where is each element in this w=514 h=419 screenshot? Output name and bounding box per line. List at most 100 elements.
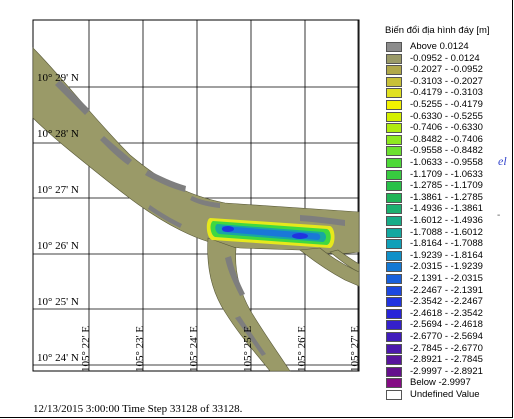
legend-swatch xyxy=(386,111,402,122)
legend-item: -1.4936 - -1.3861 xyxy=(386,203,506,215)
latitude-label: 10° 28' N xyxy=(37,128,79,140)
legend-label: -0.7406 - -0.6330 xyxy=(410,122,483,134)
latitude-label: 10° 27' N xyxy=(37,184,79,196)
legend-swatch xyxy=(386,65,402,76)
legend-item: Below -2.9997 xyxy=(386,377,506,389)
legend-swatch xyxy=(386,320,402,331)
legend-label: -1.3861 - -1.2785 xyxy=(410,191,483,203)
legend-item: -2.6770 - -2.5694 xyxy=(386,331,506,343)
legend-swatch xyxy=(386,169,402,180)
river-branch-southeast xyxy=(299,247,360,287)
legend-swatch xyxy=(386,100,402,110)
legend-item: -2.8921 - -2.7845 xyxy=(386,354,506,366)
legend-label: -0.9558 - -0.8482 xyxy=(410,145,483,157)
latitude-label: 10° 25' N xyxy=(37,296,79,308)
longitude-label: 105° 24' E xyxy=(188,325,200,372)
legend-item: -0.3103 - -0.2027 xyxy=(386,75,506,88)
legend-label: -2.8921 - -2.7845 xyxy=(410,354,483,366)
legend-label: -0.3103 - -0.2027 xyxy=(410,75,483,87)
legend-item: -1.3861 - -1.2785 xyxy=(386,191,506,204)
legend-item: -0.8482 - -0.7406 xyxy=(386,133,506,146)
legend-label: -0.0952 - 0.0124 xyxy=(410,52,480,64)
legend-label: -1.8164 - -1.7088 xyxy=(410,238,483,250)
legend-swatch xyxy=(386,250,402,261)
longitude-label: 105° 26' E xyxy=(296,325,308,372)
legend-swatch xyxy=(386,42,402,52)
legend-item: -0.4179 - -0.3103 xyxy=(386,87,506,99)
legend: Biến đổi địa hình đáy [m] Above 0.0124 -0… xyxy=(361,20,503,412)
legend-item: -0.0952 - 0.0124 xyxy=(386,52,506,65)
legend-label: -2.5694 - -2.4618 xyxy=(410,319,483,331)
legend-swatch xyxy=(386,332,402,342)
latitude-label: 10° 26' N xyxy=(37,240,79,252)
legend-swatch xyxy=(386,390,402,400)
legend-swatch xyxy=(386,285,402,296)
legend-swatch xyxy=(386,76,402,87)
legend-item: -2.2467 - -2.1391 xyxy=(386,284,506,297)
legend-label: -1.4936 - -1.3861 xyxy=(410,203,483,215)
legend-swatch xyxy=(386,343,402,354)
legend-item: Above 0.0124 xyxy=(386,41,506,53)
legend-item: -0.2027 - -0.0952 xyxy=(386,64,506,76)
legend-item: -2.9997 - -2.8921 xyxy=(386,365,506,378)
legend-item: -0.5255 - -0.4179 xyxy=(386,99,506,111)
legend-swatch xyxy=(386,53,402,64)
legend-label: -1.1709 - -1.0633 xyxy=(410,168,483,180)
longitude-label: 105° 22' E xyxy=(80,325,92,372)
legend-swatch xyxy=(386,216,402,226)
legend-item: -2.1391 - -2.0315 xyxy=(386,273,506,285)
edge-glyph: - xyxy=(497,210,501,221)
legend-item: -1.8164 - -1.7088 xyxy=(386,238,506,250)
legend-swatch xyxy=(386,88,402,99)
legend-swatch xyxy=(386,227,402,238)
legend-label: -1.7088 - -1.6012 xyxy=(410,226,483,238)
river-branch-east xyxy=(329,249,360,273)
legend-label: -0.4179 - -0.3103 xyxy=(410,87,483,99)
legend-item: -0.7406 - -0.6330 xyxy=(386,122,506,134)
legend-swatch xyxy=(386,123,402,134)
legend-item: -1.9239 - -1.8164 xyxy=(386,250,506,262)
sediment-patches xyxy=(55,80,345,356)
legend-swatch xyxy=(386,274,402,284)
legend-item: -0.6330 - -0.5255 xyxy=(386,111,506,123)
longitude-label: 105° 27' E xyxy=(349,325,361,372)
legend-label: -2.6770 - -2.5694 xyxy=(410,331,483,342)
legend-label: -2.3542 - -2.2467 xyxy=(410,296,483,308)
legend-item: -1.7088 - -1.6012 xyxy=(386,226,506,239)
footer-timestamp: 12/13/2015 3:00:00 Time Step 33128 of 33… xyxy=(33,403,243,415)
legend-label: -0.5255 - -0.4179 xyxy=(410,99,483,110)
legend-label: -1.0633 - -0.9558 xyxy=(410,157,483,168)
legend-label: Undefined Value xyxy=(410,389,480,400)
legend-swatch xyxy=(386,308,402,319)
legend-swatch xyxy=(386,239,402,250)
legend-item: -1.1709 - -1.0633 xyxy=(386,168,506,181)
longitude-label: 105° 25' E xyxy=(242,325,254,372)
legend-swatch xyxy=(386,366,402,377)
legend-label: Above 0.0124 xyxy=(410,41,469,52)
legend-label: -0.8482 - -0.7406 xyxy=(410,133,483,145)
legend-item: -2.5694 - -2.4618 xyxy=(386,319,506,331)
legend-item: -0.9558 - -0.8482 xyxy=(386,145,506,157)
legend-swatch xyxy=(386,355,402,366)
legend-swatch xyxy=(386,378,402,389)
latitude-label: 10° 29' N xyxy=(37,72,79,84)
legend-swatch xyxy=(386,262,402,273)
legend-label: -1.6012 - -1.4936 xyxy=(410,215,483,226)
longitude-label: 105° 23' E xyxy=(134,325,146,372)
legend-item: -2.7845 - -2.6770 xyxy=(386,342,506,355)
legend-swatch xyxy=(386,146,402,157)
legend-label: Below -2.9997 xyxy=(410,377,471,389)
legend-label: -1.2785 - -1.1709 xyxy=(410,180,483,192)
legend-swatch xyxy=(386,181,402,192)
legend-label: -2.0315 - -1.9239 xyxy=(410,261,483,273)
legend-swatch xyxy=(386,134,402,145)
legend-swatch xyxy=(386,158,402,168)
legend-item: -2.4618 - -2.3542 xyxy=(386,308,506,320)
legend-label: -2.1391 - -2.0315 xyxy=(410,273,483,284)
legend-label: -2.9997 - -2.8921 xyxy=(410,365,483,377)
latitude-label: 10° 24' N xyxy=(37,352,79,364)
legend-label: -2.2467 - -2.1391 xyxy=(410,284,483,296)
legend-label: -2.7845 - -2.6770 xyxy=(410,342,483,354)
legend-item: -1.6012 - -1.4936 xyxy=(386,215,506,227)
